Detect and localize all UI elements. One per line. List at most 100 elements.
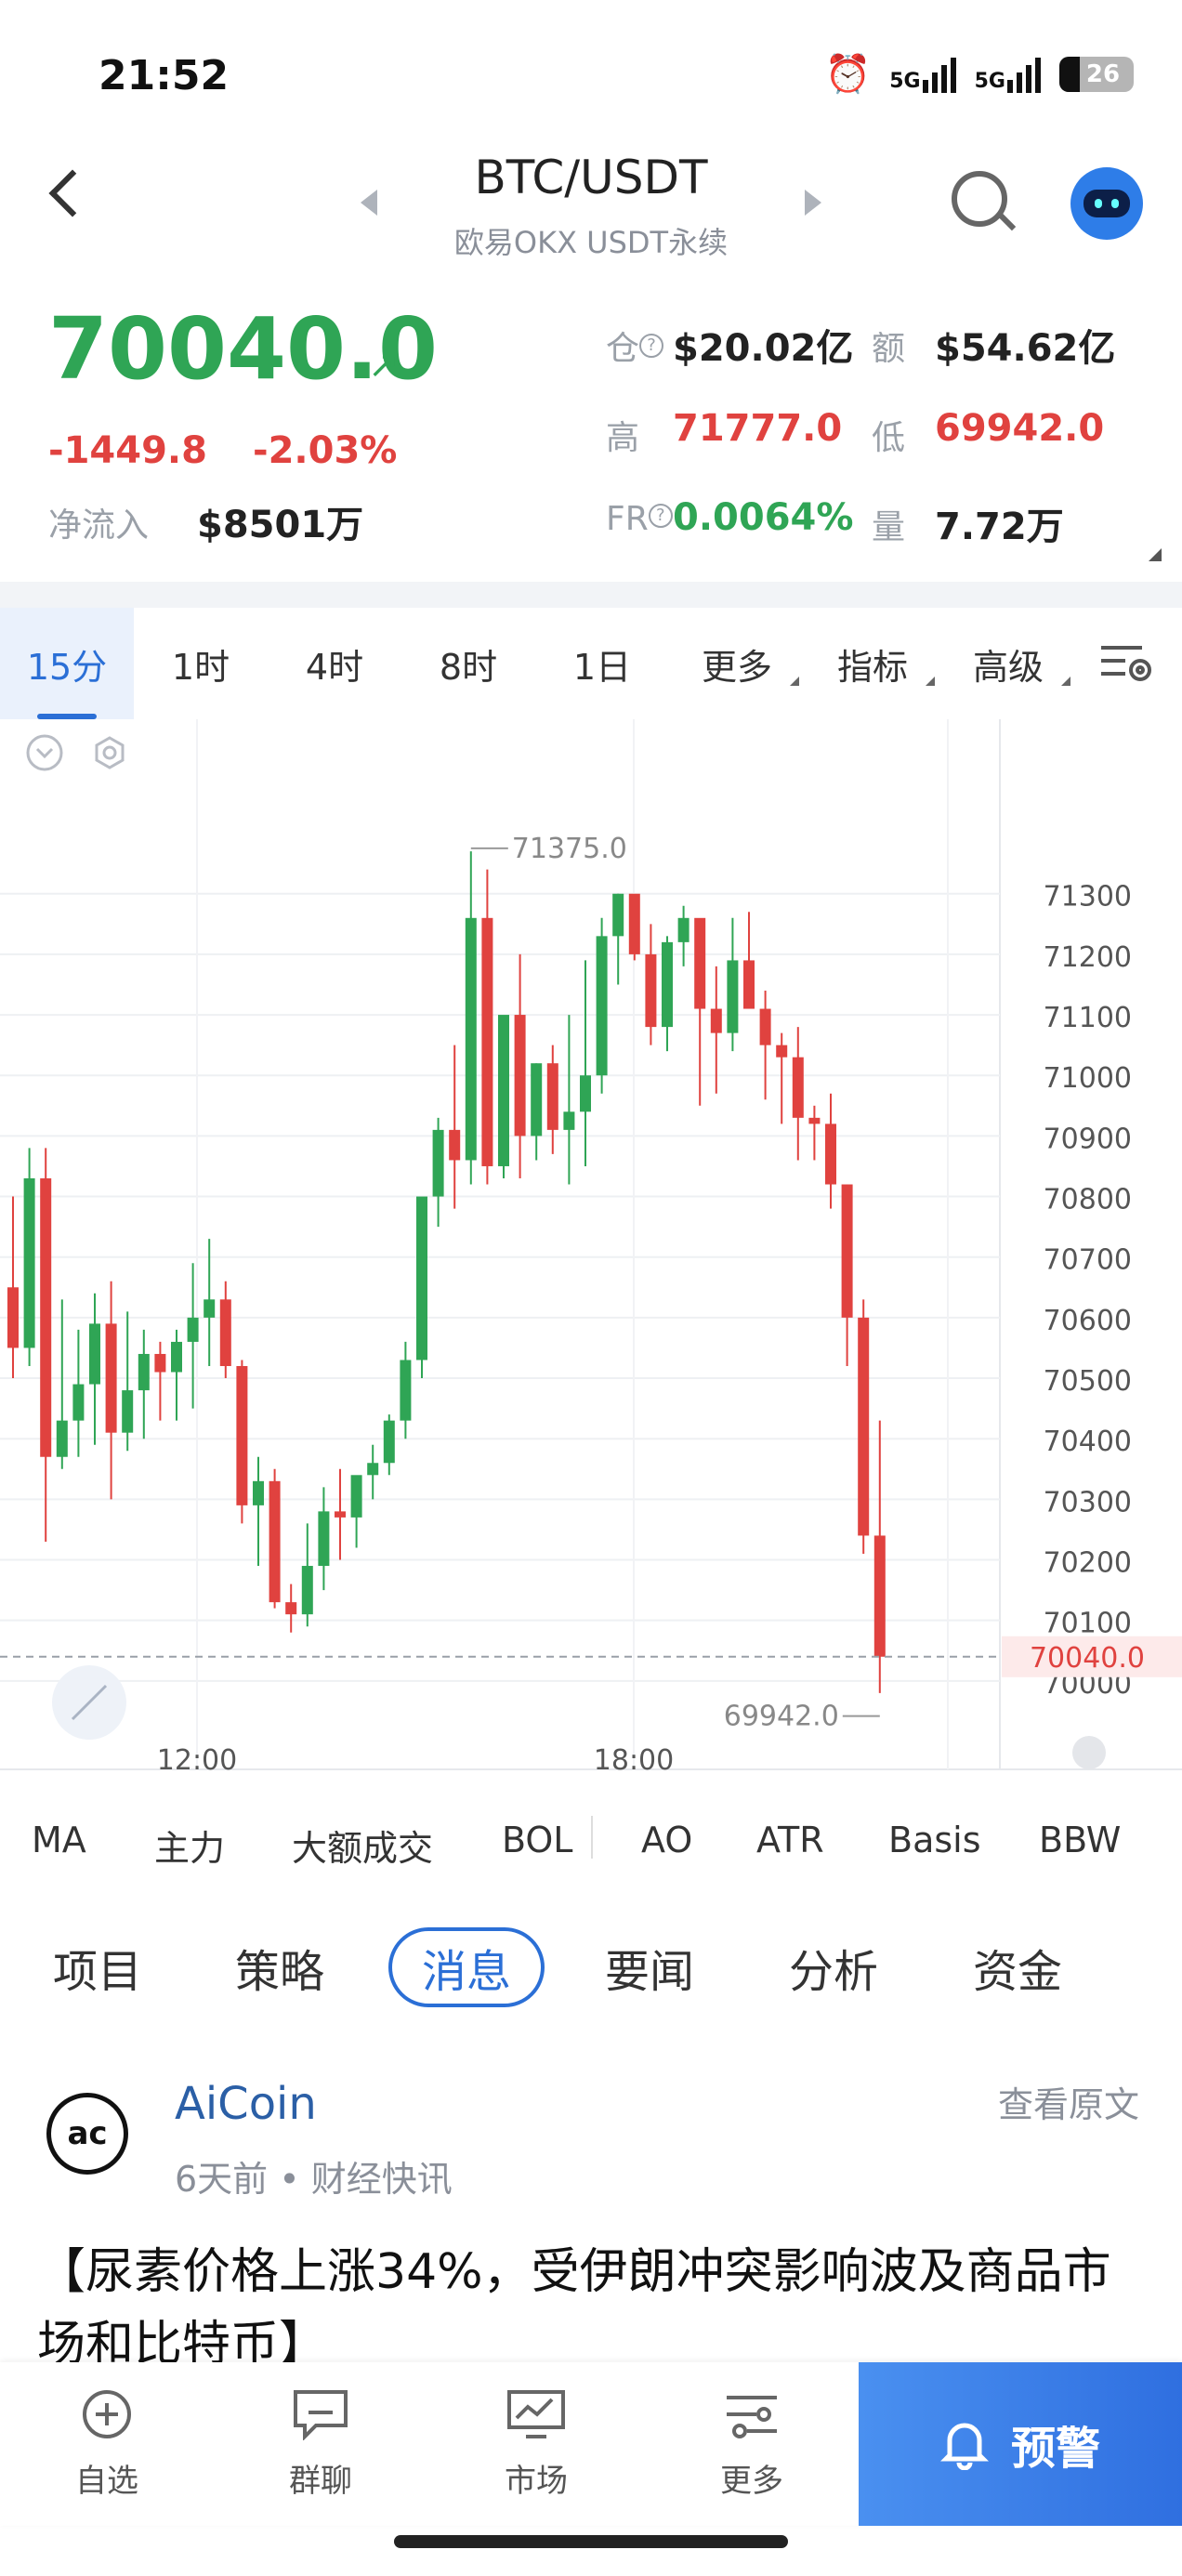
section-tab-projects[interactable]: 项目 [52,1946,142,1998]
indicator-ao[interactable]: AO [641,1820,693,1860]
section-tab-news[interactable]: 消息 [388,1927,545,2007]
candle-body [154,1353,166,1373]
min-price-label: 69942.0 [724,1701,839,1733]
nav-watchlist[interactable]: 自选 [0,2362,214,2526]
last-price: 70040.0 [48,299,439,399]
nav-more[interactable]: 更多 [645,2362,859,2526]
indicator-divider [591,1816,593,1859]
candle-body [481,917,493,1166]
help-icon: ? [648,504,673,528]
alarm-icon: ⏰ [824,53,872,96]
candle-body [645,953,657,1028]
y-tick-label: 70700 [1044,1244,1132,1277]
y-tick-label: 70300 [1044,1486,1132,1518]
settings-hex-icon [95,736,125,769]
indicator-main-force[interactable]: 主力 [154,1828,226,1869]
candlestick-chart[interactable]: 71300 71200 71100 71000 70900 70800 70700 70600… [0,719,1182,1773]
assistant-robot-icon[interactable] [1070,167,1143,240]
chat-icon [294,2389,348,2440]
y-tick-label: 70200 [1044,1547,1132,1580]
battery-icon: 26 [1059,56,1134,92]
candle-body [465,917,477,1161]
candle-body [236,1366,248,1505]
last-price-tag [1002,1636,1182,1677]
tab-8h[interactable]: 8时 [439,646,498,688]
tab-advanced[interactable]: 高级 [940,608,1076,719]
alert-button[interactable]: 预警 [859,2362,1182,2526]
candle-body [269,1480,281,1603]
expand-corner-icon[interactable] [1149,548,1162,561]
candle-body [743,960,755,1009]
section-tab-funds[interactable]: 资金 [972,1946,1062,1998]
chart-settings-icon[interactable] [1076,608,1178,719]
pair-title[interactable]: BTC/USDT [474,151,708,204]
tab-more[interactable]: 更多 [669,608,805,719]
view-original-link[interactable]: 查看原文 [998,2084,1140,2125]
net-inflow-value: $8501万 [197,504,364,546]
signal-5g-label-2: 5G [974,69,1005,93]
arrow-up-icon: ↗ [368,344,400,387]
candle-body [138,1353,150,1391]
candle-body [72,1384,85,1421]
candle-body [662,941,673,1028]
candle-body [416,1196,427,1360]
prev-pair-icon[interactable] [361,190,377,216]
y-tick-label: 71100 [1044,1002,1132,1034]
y-tick-label: 70100 [1044,1608,1132,1640]
tab-1d[interactable]: 1日 [572,646,632,688]
tab-indicators[interactable]: 指标 [805,608,940,719]
candle-body [841,1184,853,1318]
candle-body [596,936,608,1076]
candle-body [204,1299,216,1318]
indicator-basis[interactable]: Basis [888,1820,981,1860]
candle-body [514,1015,526,1137]
candle-body [301,1566,313,1615]
candle-body [612,893,624,937]
indicator-bol[interactable]: BOL [502,1820,573,1860]
scroll-latest-icon [1072,1736,1106,1769]
news-source[interactable]: AiCoin [175,2078,317,2130]
news-meta: 6天前 • 财经快讯 [175,2159,453,2200]
market-chart-icon [507,2389,565,2438]
chart-canvas[interactable]: 71300 71200 71100 71000 70900 70800 70700 70600… [0,719,1182,1773]
indicator-ma[interactable]: MA [32,1820,86,1860]
candle-body [432,1129,444,1197]
section-tab-strategy[interactable]: 策略 [234,1946,324,1998]
next-pair-icon[interactable] [805,190,821,216]
y-tick-label: 70600 [1044,1305,1132,1337]
indicator-large-trades[interactable]: 大额成交 [292,1828,434,1869]
candle-body [808,1117,821,1124]
nav-market[interactable]: 市场 [429,2362,643,2526]
price-change-pct: -2.03% [253,429,398,472]
settings-hex-center [102,745,117,760]
y-tick-label: 71300 [1044,881,1132,913]
exchange-subtitle: 欧易OKX USDT永续 [453,225,729,260]
high-label: 高 [606,419,640,457]
tab-15m[interactable]: 15分 [0,608,134,719]
price-change: -1449.8 [48,429,207,472]
candle-body [563,1111,575,1130]
y-tick-label: 70900 [1044,1123,1132,1155]
signal-icon-2 [1007,56,1041,93]
candle-body [89,1323,100,1385]
candle-body [546,1063,558,1130]
indicator-atr[interactable]: ATR [756,1820,824,1860]
tab-4h[interactable]: 4时 [305,646,364,688]
search-icon[interactable] [952,171,1007,227]
candle-body [498,1015,509,1166]
candle-body [105,1323,117,1433]
bell-icon [939,2423,989,2470]
candle-body [727,960,739,1033]
section-tab-headlines[interactable]: 要闻 [604,1946,694,1998]
funding-rate-label: FR? [606,500,673,538]
nav-group-chat[interactable]: 群聊 [214,2362,427,2526]
tab-1h[interactable]: 1时 [171,646,230,688]
candle-body [858,1317,870,1536]
indicator-bbw[interactable]: BBW [1039,1820,1122,1860]
open-interest-label: 仓? [606,322,664,370]
y-tick-label: 71000 [1044,1062,1132,1095]
candle-body [776,1045,788,1058]
news-title[interactable]: 【尿素价格上涨34%，受伊朗冲突影响波及商品市场和比特币】 [37,2244,1111,2372]
section-tab-analysis[interactable]: 分析 [788,1946,878,1998]
x-tick-label: 18:00 [594,1744,674,1773]
